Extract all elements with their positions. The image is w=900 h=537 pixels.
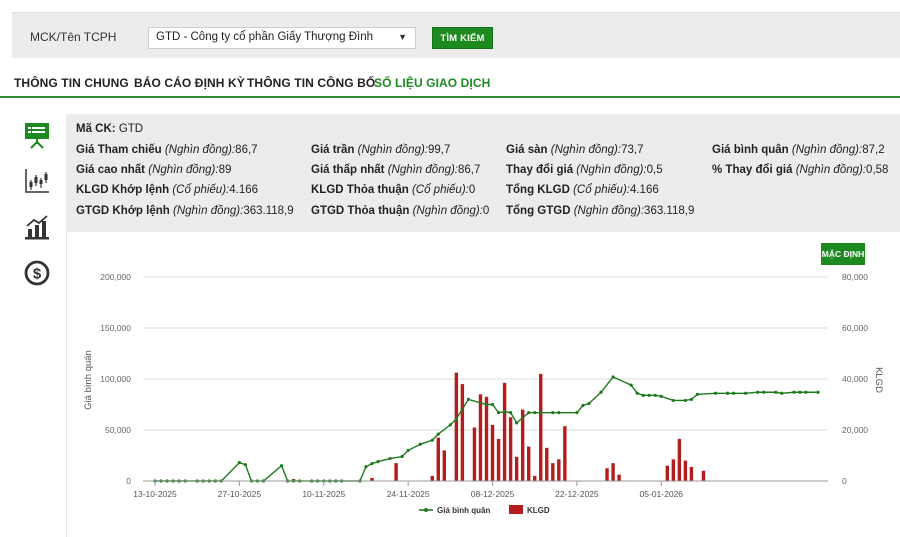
chart-panel <box>66 232 900 537</box>
presentation-icon[interactable] <box>22 120 52 150</box>
info-volume-total: Tổng KLGD (Cổ phiếu):4.166 <box>506 184 659 196</box>
chevron-down-icon: ▼ <box>398 32 407 42</box>
candlestick-chart-icon[interactable] <box>22 166 52 196</box>
tab-bar: THÔNG TIN CHUNG BÁO CÁO ĐỊNH KỲ THÔNG TI… <box>0 72 900 98</box>
stock-select-value: GTD - Công ty cổ phần Giấy Thượng Đình <box>156 31 374 43</box>
stock-info-panel: Mã CK: GTD Giá Tham chiếu (Nghìn đồng):8… <box>66 114 900 232</box>
info-avg-price: Giá bình quân (Nghìn đồng):87,2 <box>712 144 885 156</box>
info-ref-price: Giá Tham chiếu (Nghìn đồng):86,7 <box>76 144 258 156</box>
info-volume-deal: KLGD Thỏa thuận (Cổ phiếu):0 <box>311 184 476 196</box>
info-pct-change: % Thay đổi giá (Nghìn đồng):0,58 <box>712 164 889 176</box>
info-high-price: Giá cao nhất (Nghìn đồng):89 <box>76 164 232 176</box>
default-view-button[interactable]: MẶC ĐỊNH <box>821 243 865 265</box>
info-value-total: Tổng GTGD (Nghìn đồng):363.118,9 <box>506 205 695 217</box>
info-volume-match: KLGD Khớp lệnh (Cổ phiếu):4.166 <box>76 184 259 196</box>
tab-trading-data[interactable]: SỐ LIỆU GIAO DỊCH <box>374 76 491 90</box>
tab-disclosures[interactable]: THÔNG TIN CÔNG BỐ <box>247 76 376 90</box>
tab-periodic-reports[interactable]: BÁO CÁO ĐỊNH KỲ <box>134 76 245 90</box>
stock-select[interactable]: GTD - Công ty cổ phần Giấy Thượng Đình ▼ <box>148 27 416 49</box>
svg-text:$: $ <box>33 266 42 283</box>
info-value-deal: GTGD Thỏa thuận (Nghìn đồng):0 <box>311 205 490 217</box>
bar-chart-icon[interactable] <box>22 212 52 242</box>
search-button[interactable]: TÌM KIẾM <box>432 27 493 49</box>
info-floor-price: Giá sàn (Nghìn đồng):73,7 <box>506 144 644 156</box>
tab-general-info[interactable]: THÔNG TIN CHUNG <box>14 76 129 90</box>
dollar-coin-icon[interactable]: $ <box>22 258 52 288</box>
search-label: MCK/Tên TCPH <box>30 30 117 44</box>
search-bar: MCK/Tên TCPH GTD - Công ty cổ phần Giấy … <box>12 12 900 58</box>
info-value-match: GTGD Khớp lệnh (Nghìn đồng):363.118,9 <box>76 205 294 217</box>
info-low-price: Giá thấp nhất (Nghìn đồng):86,7 <box>311 164 481 176</box>
info-code: Mã CK: GTD <box>76 123 144 135</box>
info-ceiling-price: Giá trần (Nghìn đồng):99,7 <box>311 144 451 156</box>
info-price-change: Thay đổi giá (Nghìn đồng):0,5 <box>506 164 663 176</box>
